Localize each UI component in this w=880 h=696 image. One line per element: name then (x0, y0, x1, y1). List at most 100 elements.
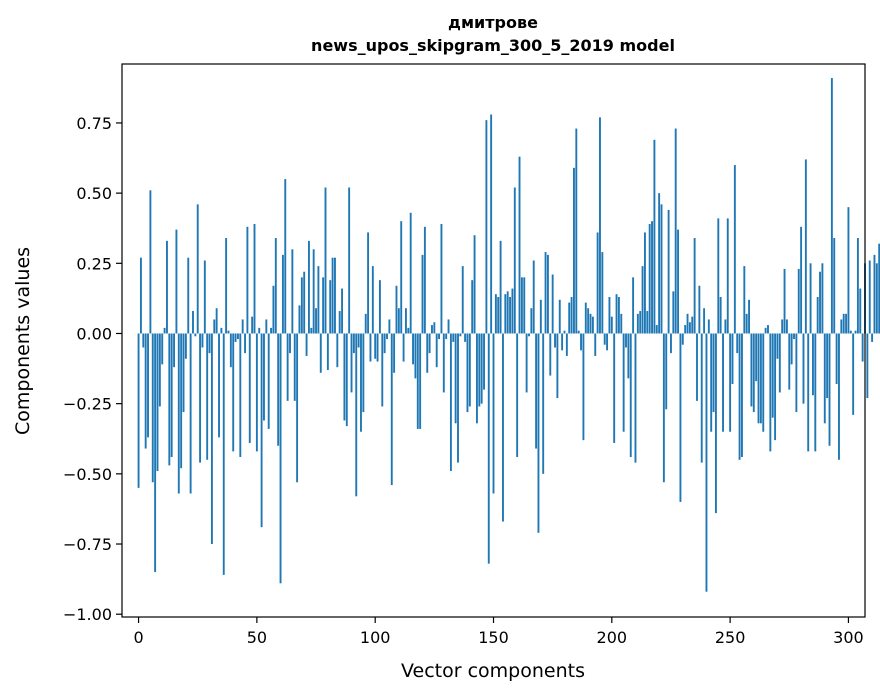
bar (554, 333, 556, 348)
y-tick-label: −1.00 (63, 605, 112, 624)
bar (192, 311, 194, 334)
bar (239, 333, 242, 457)
bar (196, 204, 199, 334)
bar (587, 308, 590, 334)
bar (854, 330, 857, 334)
bar (762, 333, 765, 432)
bar (532, 260, 535, 334)
bar (530, 308, 533, 334)
bar (248, 333, 251, 443)
bar (445, 333, 448, 340)
bar (343, 333, 346, 421)
bar (272, 285, 275, 334)
bar (830, 78, 833, 334)
bar (639, 311, 642, 334)
bar (741, 333, 743, 457)
bar (719, 296, 722, 334)
bar (423, 226, 426, 334)
bar (793, 333, 795, 340)
x-tick-label: 250 (715, 628, 746, 647)
bar (419, 333, 422, 429)
bar (648, 224, 651, 334)
bar (594, 333, 597, 356)
bar (674, 128, 677, 334)
bar (875, 263, 878, 334)
bar (710, 333, 713, 432)
bar (364, 313, 367, 334)
bar (350, 333, 353, 393)
bar (774, 333, 777, 441)
bar (279, 333, 282, 584)
bar (182, 333, 185, 413)
bar (752, 333, 755, 413)
bar (180, 333, 183, 469)
bar (338, 311, 341, 334)
bar (613, 333, 616, 443)
bar (274, 238, 277, 334)
bar (852, 333, 855, 415)
bar (845, 313, 848, 334)
bar (802, 333, 805, 404)
bar (454, 333, 457, 424)
bar (480, 333, 483, 404)
bar (506, 291, 509, 334)
bar (291, 249, 294, 334)
bar (303, 271, 306, 334)
bar (225, 238, 228, 334)
bar (416, 333, 419, 429)
bar (360, 333, 362, 432)
bar (686, 313, 689, 334)
bar (208, 333, 211, 354)
bar (381, 333, 384, 407)
bar (334, 257, 336, 334)
bar (222, 333, 225, 575)
bar (511, 288, 514, 334)
bar (206, 333, 209, 460)
bar (878, 243, 880, 334)
bar (797, 268, 800, 334)
bar (781, 319, 784, 334)
y-tick-label: 0.75 (76, 114, 112, 133)
bar (703, 308, 706, 334)
y-tick-label: −0.75 (63, 535, 112, 554)
bar (461, 266, 464, 334)
bar (608, 296, 611, 334)
bar (442, 333, 445, 393)
chart-title: дмитрове (448, 13, 538, 32)
bar (433, 322, 436, 334)
bar (499, 240, 502, 334)
bar (199, 333, 202, 463)
bar (859, 288, 862, 334)
bar (305, 333, 308, 356)
bar (575, 128, 578, 334)
bar (466, 333, 469, 413)
bar (151, 333, 154, 483)
bar (520, 277, 523, 334)
bar (544, 252, 547, 334)
bar (771, 333, 774, 418)
bar (175, 229, 178, 334)
bar (707, 319, 710, 334)
bar (700, 333, 703, 463)
bar (307, 240, 310, 334)
bar (584, 302, 587, 334)
bar (492, 333, 495, 494)
bar (783, 268, 786, 334)
bar (577, 330, 580, 334)
bar (748, 299, 750, 334)
bar (265, 319, 268, 334)
bar (267, 333, 270, 429)
bar (336, 333, 339, 368)
bar (634, 333, 637, 463)
bar (788, 333, 791, 390)
bar (785, 319, 788, 334)
bar (662, 333, 665, 483)
bar (483, 333, 485, 390)
bar (873, 254, 876, 334)
bar (487, 333, 490, 564)
bar (440, 224, 443, 334)
bar (407, 327, 410, 334)
bar (397, 308, 400, 334)
bar (717, 218, 720, 334)
